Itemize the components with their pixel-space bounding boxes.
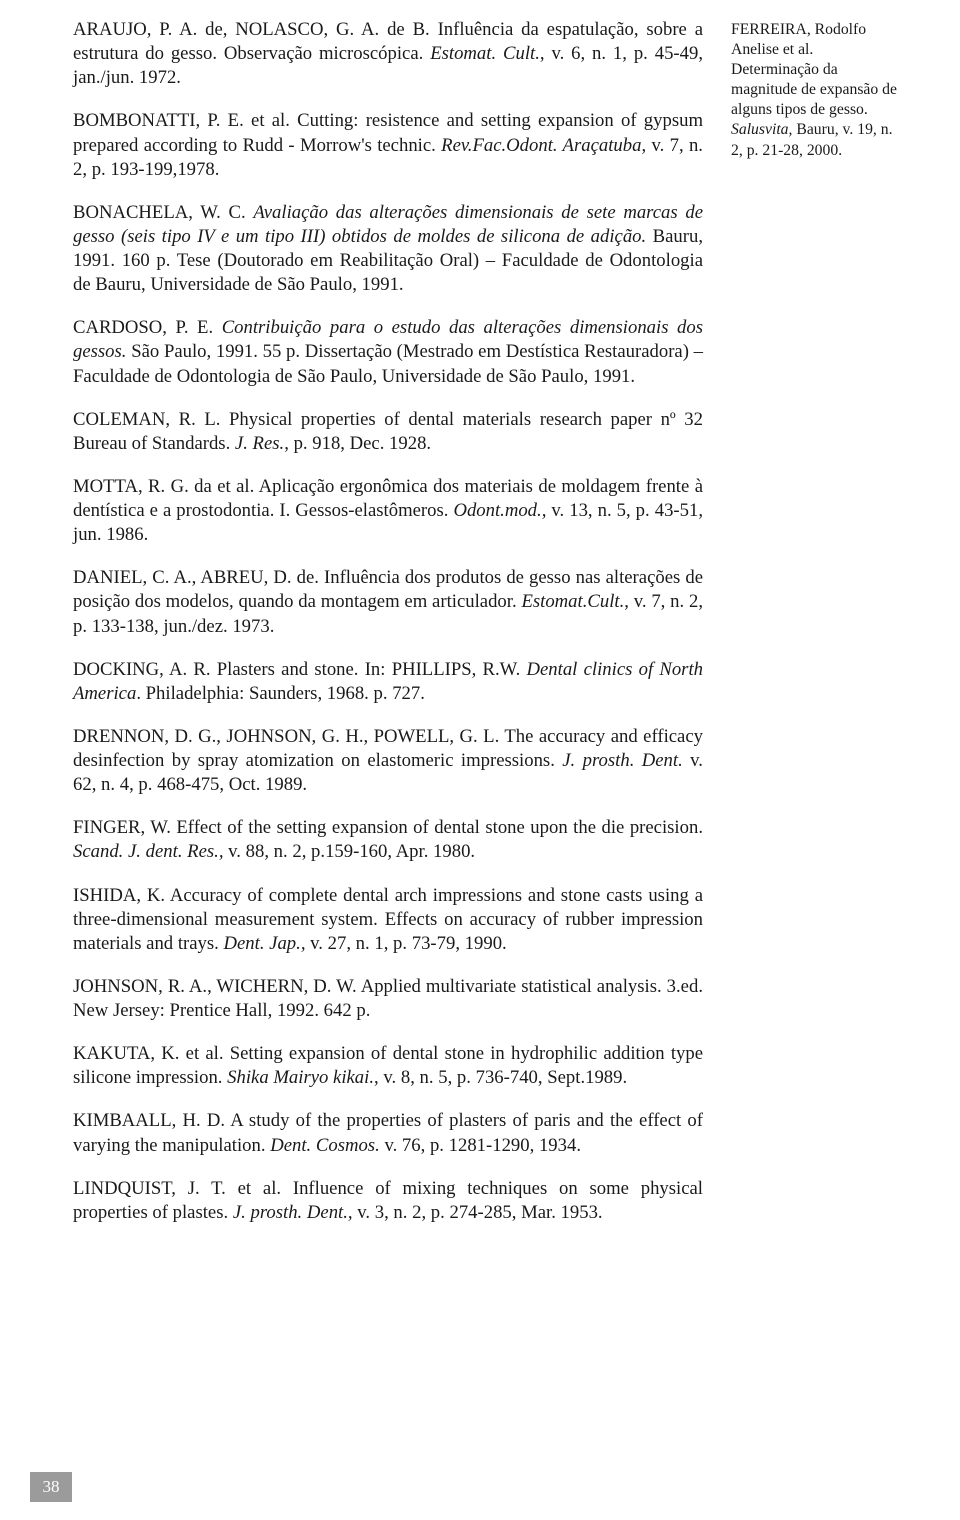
references-column: ARAUJO, P. A. de, NOLASCO, G. A. de B. I… bbox=[73, 18, 703, 1225]
reference-entry: KIMBAALL, H. D. A study of the propertie… bbox=[73, 1109, 703, 1157]
reference-entry: DOCKING, A. R. Plasters and stone. In: P… bbox=[73, 658, 703, 706]
running-citation-journal: Salusvita, bbox=[731, 121, 792, 138]
reference-entry: JOHNSON, R. A., WICHERN, D. W. Applied m… bbox=[73, 975, 703, 1023]
running-citation-text: FERREIRA, Rodolfo Anelise et al. Determi… bbox=[731, 21, 897, 118]
reference-entry: KAKUTA, K. et al. Setting expansion of d… bbox=[73, 1042, 703, 1090]
page-number: 38 bbox=[30, 1472, 72, 1502]
reference-entry: DANIEL, C. A., ABREU, D. de. Influência … bbox=[73, 566, 703, 638]
reference-entry: CARDOSO, P. E. Contribuição para o estud… bbox=[73, 316, 703, 388]
running-citation: FERREIRA, Rodolfo Anelise et al. Determi… bbox=[731, 18, 901, 1225]
reference-entry: ISHIDA, K. Accuracy of complete dental a… bbox=[73, 884, 703, 956]
reference-entry: BONACHELA, W. C. Avaliação das alteraçõe… bbox=[73, 201, 703, 298]
reference-entry: ARAUJO, P. A. de, NOLASCO, G. A. de B. I… bbox=[73, 18, 703, 90]
reference-entry: LINDQUIST, J. T. et al. Influence of mix… bbox=[73, 1177, 703, 1225]
reference-entry: BOMBONATTI, P. E. et al. Cutting: resist… bbox=[73, 109, 703, 181]
reference-entry: MOTTA, R. G. da et al. Aplicação ergonôm… bbox=[73, 475, 703, 547]
reference-entry: COLEMAN, R. L. Physical properties of de… bbox=[73, 408, 703, 456]
reference-entry: DRENNON, D. G., JOHNSON, G. H., POWELL, … bbox=[73, 725, 703, 797]
page-content: ARAUJO, P. A. de, NOLASCO, G. A. de B. I… bbox=[0, 0, 960, 1225]
reference-entry: FINGER, W. Effect of the setting expansi… bbox=[73, 816, 703, 864]
